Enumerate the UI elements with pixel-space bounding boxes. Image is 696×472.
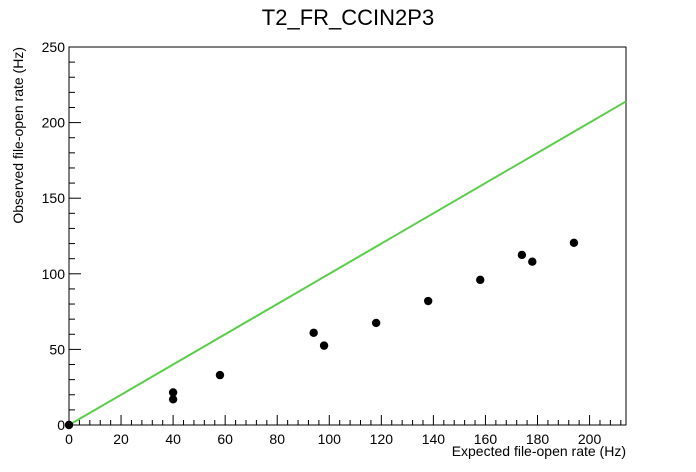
data-point: [168, 388, 178, 397]
data-point: [528, 257, 537, 266]
chart-title: T2_FR_CCIN2P3: [262, 5, 434, 30]
x-tick-label: 160: [474, 431, 498, 447]
x-tick-label: 80: [269, 431, 285, 447]
y-tick-label: 150: [42, 190, 66, 206]
data-point: [371, 318, 381, 328]
y-tick-label: 0: [57, 417, 65, 433]
data-points: [64, 238, 579, 430]
data-point: [423, 296, 433, 306]
x-tick-label: 20: [113, 431, 129, 447]
data-point: [476, 275, 485, 285]
y-axis: 0 50 100 150 200 250: [42, 39, 81, 433]
data-point: [319, 341, 329, 350]
x-axis: 0 20 40 60 80 100 120 140 160 180 200: [65, 415, 622, 447]
data-point: [309, 328, 318, 337]
reference-line-y-equals-x: [68, 100, 627, 426]
x-tick-label: 180: [526, 431, 550, 447]
x-tick-label: 60: [217, 431, 233, 447]
x-tick-label: 0: [65, 431, 73, 447]
data-point: [215, 370, 225, 380]
data-point: [168, 395, 178, 404]
x-tick-label: 200: [578, 431, 602, 447]
y-tick-label: 250: [42, 39, 66, 55]
data-point: [64, 420, 74, 430]
y-tick-label: 100: [42, 266, 66, 282]
x-tick-label: 120: [370, 431, 394, 447]
plot-frame: [68, 46, 627, 426]
data-point: [569, 238, 579, 248]
x-tick-label: 100: [318, 431, 342, 447]
y-axis-label: Observed file-open rate (Hz): [10, 47, 26, 224]
x-tick-label: 40: [165, 431, 181, 447]
x-tick-label: 140: [422, 431, 446, 447]
data-point: [517, 250, 527, 260]
y-tick-label: 50: [49, 341, 65, 357]
x-axis-label: Expected file-open rate (Hz): [452, 443, 626, 459]
y-tick-label: 200: [42, 115, 66, 131]
